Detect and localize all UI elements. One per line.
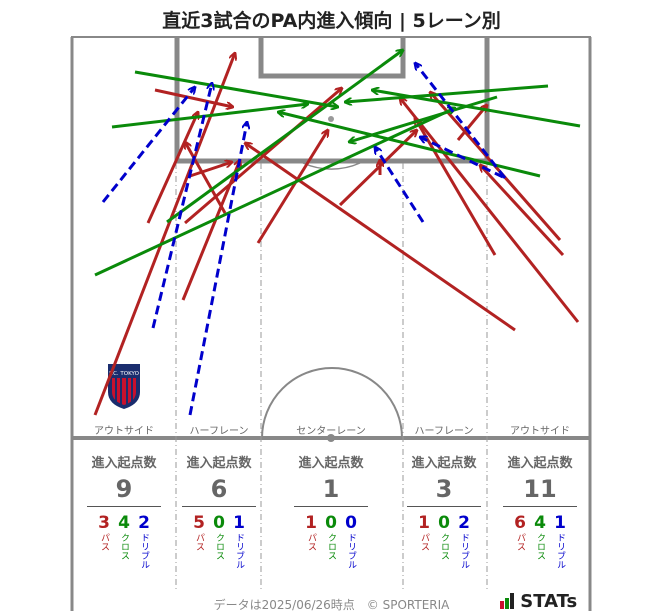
page-title: 直近3試合のPA内進入傾向 | 5レーン別: [162, 10, 501, 32]
dribble-count: 1: [554, 513, 566, 533]
pass-arrow: [154, 88, 233, 107]
dribble-label: ドリブル: [555, 533, 565, 569]
dribble-count: 2: [458, 513, 470, 533]
cross-count: 4: [118, 513, 130, 533]
dribble-label: ドリブル: [234, 533, 244, 569]
dribble-arrow: [101, 87, 195, 203]
footer-credit: データは2025/06/26時点 © SPORTERIA: [213, 598, 450, 611]
lane-stats-1: 進入起点数 6 5 パス 0 クロス 1 ドリブル: [174, 452, 264, 569]
pass-arrow: [415, 118, 497, 256]
cross-arrow: [345, 84, 549, 102]
lane-label-left-outside: アウトサイド: [94, 426, 154, 437]
pass-arrow: [245, 143, 516, 332]
cross-count: 4: [534, 513, 546, 533]
dribble-label: ドリブル: [459, 533, 469, 569]
cross-label: クロス: [214, 533, 224, 560]
entry-count-header: 進入起点数: [91, 456, 157, 471]
cross-label: クロス: [535, 533, 545, 560]
pass-label: パス: [515, 533, 525, 551]
dribble-arrow: [420, 137, 504, 179]
pass-arrow: [400, 98, 580, 323]
penalty-box: [174, 37, 490, 164]
cross-count: 0: [213, 513, 225, 533]
entry-count-header: 進入起点数: [411, 456, 477, 471]
entry-count-total: 1: [322, 475, 340, 503]
dribble-arrow: [151, 83, 212, 329]
lane-label-left-halfspace: ハーフレーン: [189, 426, 249, 437]
cross-arrow: [372, 90, 581, 128]
center-circle: [261, 367, 403, 439]
pass-count: 3: [98, 513, 110, 533]
pass-arrow: [146, 112, 198, 224]
divider: [182, 506, 256, 507]
pass-label: パス: [419, 533, 429, 551]
cross-label: クロス: [326, 533, 336, 560]
cross-arrow: [111, 104, 308, 129]
pass-arrow: [181, 160, 240, 301]
dribble-label: ドリブル: [346, 533, 356, 569]
dribble-label: ドリブル: [139, 533, 149, 569]
pass-arrow: [186, 162, 232, 179]
pass-count: 1: [418, 513, 430, 533]
lane-stats-2: 進入起点数 1 1 パス 0 クロス 0 ドリブル: [286, 452, 376, 569]
dribble-count: 2: [138, 513, 150, 533]
brand-text: STATs: [520, 591, 578, 611]
entry-count-total: 11: [523, 475, 557, 503]
pass-label: パス: [99, 533, 109, 551]
divider: [294, 506, 368, 507]
cross-arrow: [94, 108, 455, 277]
cross-count: 0: [438, 513, 450, 533]
logo-text: F.C. TOKYO: [109, 371, 140, 377]
lane-stats-0: 進入起点数 9 3 パス 4 クロス 2 ドリブル: [79, 452, 169, 569]
divider: [87, 506, 161, 507]
entry-count-total: 3: [435, 475, 453, 503]
dribble-arrow: [188, 122, 247, 416]
goal-area: [258, 37, 406, 79]
lane-stats-4: 進入起点数 11 6 パス 4 クロス 1 ドリブル: [495, 452, 585, 569]
dribble-arrow: [375, 147, 425, 223]
dribble-count: 1: [233, 513, 245, 533]
fc-tokyo-logo: F.C. TOKYO: [108, 364, 140, 409]
pass-count: 6: [514, 513, 526, 533]
pass-label: パス: [194, 533, 204, 551]
pass-arrow: [256, 130, 328, 244]
dribble-arrow: [415, 63, 507, 179]
pass-count: 1: [305, 513, 317, 533]
divider: [407, 506, 481, 507]
entry-count-header: 進入起点数: [186, 456, 252, 471]
entry-count-header: 進入起点数: [507, 456, 573, 471]
lane-stats-3: 進入起点数 3 1 パス 0 クロス 2 ドリブル: [399, 452, 489, 569]
penalty-spot: [328, 116, 334, 122]
dribble-count: 0: [345, 513, 357, 533]
pass-arrow: [456, 105, 487, 141]
cross-arrow: [278, 112, 541, 178]
lane-label-center: センターレーン: [296, 426, 366, 437]
bar-chart-icon: [500, 593, 514, 611]
divider: [503, 506, 577, 507]
cross-label: クロス: [119, 533, 129, 560]
pass-arrow: [93, 53, 235, 416]
pass-label: パス: [306, 533, 316, 551]
entry-count-total: 6: [210, 475, 228, 503]
lane-label-right-outside: アウトサイド: [510, 426, 570, 437]
stats-brand-logo: STATs: [500, 591, 577, 611]
pass-count: 5: [193, 513, 205, 533]
cross-arrow: [166, 50, 403, 224]
pass-arrow: [185, 142, 227, 214]
lane-label-right-halfspace: ハーフレーン: [414, 426, 474, 437]
entry-count-header: 進入起点数: [298, 456, 364, 471]
cross-count: 0: [325, 513, 337, 533]
entry-count-total: 9: [115, 475, 133, 503]
pass-arrow: [480, 165, 565, 257]
center-spot: [327, 434, 335, 442]
cross-label: クロス: [439, 533, 449, 560]
